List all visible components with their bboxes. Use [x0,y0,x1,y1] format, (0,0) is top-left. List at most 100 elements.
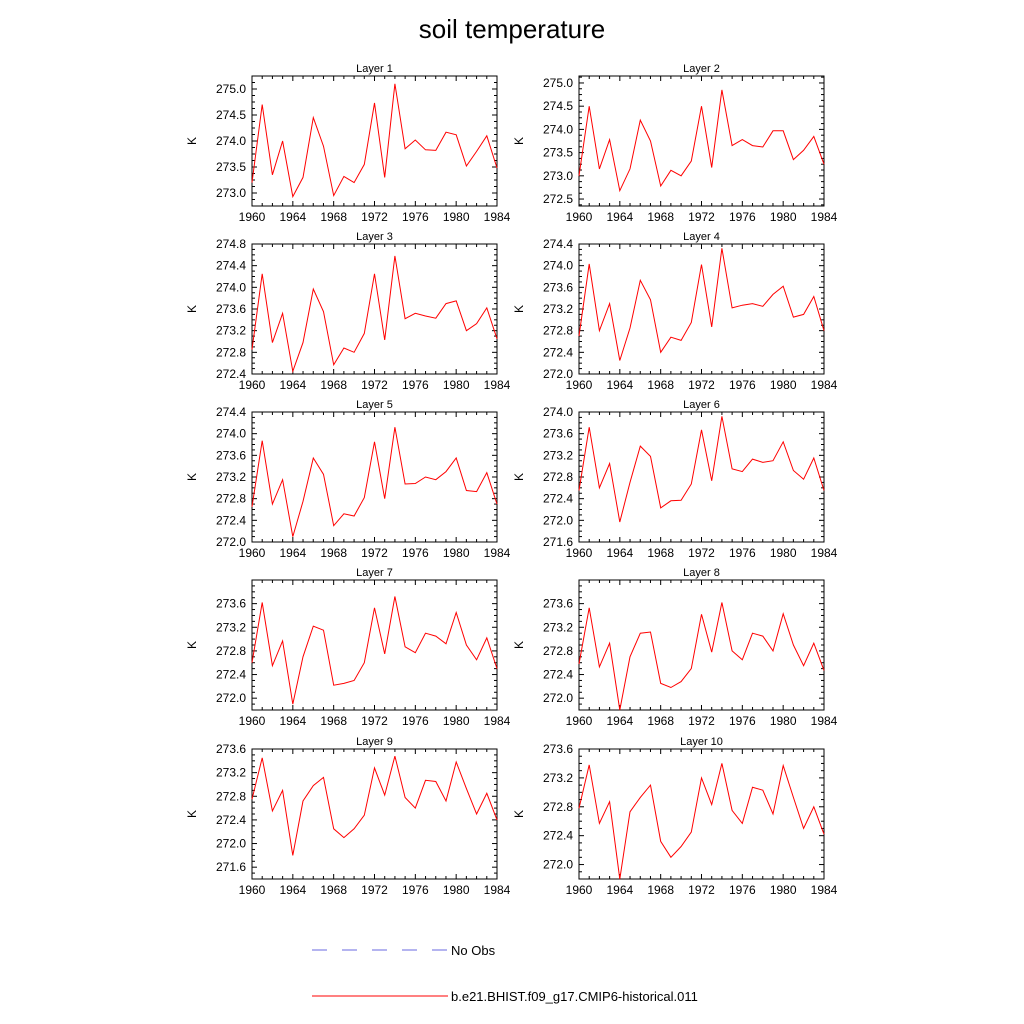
y-tick-label: 273.2 [543,302,573,316]
x-tick-label: 1964 [606,546,633,560]
y-tick-label: 273.6 [216,742,246,756]
plot-frame [251,579,498,711]
x-tick-label: 1980 [443,210,470,224]
y-tick-label: 272.8 [216,644,246,658]
x-tick-label: 1980 [770,210,797,224]
y-tick-label: 274.4 [216,259,246,273]
x-tick-label: 1964 [279,378,306,392]
series-line-layer-9 [251,755,498,856]
x-tick-label: 1984 [484,378,511,392]
y-tick-label: 274.4 [543,237,573,251]
panel-title: Layer 9 [356,736,393,748]
x-tick-label: 1960 [566,546,593,560]
y-tick-label: 273.2 [543,771,573,785]
plot-frame [578,243,825,375]
x-tick-label: 1964 [279,210,306,224]
y-tick-label: 273.5 [543,146,573,160]
panel-layer-8: Layer 8 K 1960 1964 1968 1972 1976 1980 1984 272.… [512,567,838,728]
y-tick-label: 274.8 [216,237,246,251]
y-tick-label: 271.6 [216,860,246,874]
y-tick-label: 273.6 [543,427,573,441]
y-tick-label: 274.0 [216,280,246,294]
y-axis-label: K [512,810,526,818]
y-tick-label: 274.0 [543,122,573,136]
y-tick-label: 274.0 [216,134,246,148]
panel-title: Layer 3 [356,231,393,243]
panel-title: Layer 10 [680,736,723,748]
plot-frame [251,75,498,207]
y-axis-label: K [185,473,199,481]
x-tick-label: 1980 [443,546,470,560]
x-tick-label: 1960 [566,714,593,728]
x-tick-label: 1976 [402,378,429,392]
x-tick-label: 1968 [647,378,674,392]
series-line-layer-5 [251,427,498,537]
x-tick-label: 1968 [647,714,674,728]
y-axis-label: K [512,473,526,481]
panel-layer-5: Layer 5 K 1960 1964 1968 1972 1976 1980 1984 272.… [185,399,511,560]
y-tick-label: 272.0 [216,837,246,851]
x-tick-label: 1976 [729,714,756,728]
y-tick-label: 274.4 [216,405,246,419]
plot-frame [578,748,825,880]
series-line-layer-4 [578,248,825,361]
y-tick-label: 272.4 [543,668,573,682]
x-tick-label: 1972 [361,378,388,392]
y-tick-label: 272.4 [216,813,246,827]
plot-frame [251,243,498,375]
x-tick-label: 1980 [770,714,797,728]
x-tick-label: 1968 [647,546,674,560]
y-tick-label: 272.8 [543,470,573,484]
x-tick-label: 1968 [647,210,674,224]
x-tick-label: 1972 [361,546,388,560]
y-tick-label: 272.5 [543,192,573,206]
y-tick-label: 273.2 [216,766,246,780]
legend-label-no-obs: No Obs [451,943,496,958]
x-tick-label: 1976 [729,883,756,897]
x-tick-label: 1972 [688,714,715,728]
x-tick-label: 1972 [688,210,715,224]
x-tick-label: 1976 [729,378,756,392]
y-tick-label: 271.6 [543,535,573,549]
x-tick-label: 1980 [770,378,797,392]
y-tick-label: 273.6 [216,302,246,316]
legend-item-no-obs: No Obs [312,943,496,958]
panel-title: Layer 5 [356,399,393,411]
chart-title: soil temperature [418,14,606,44]
panel-title: Layer 1 [356,63,393,75]
x-tick-label: 1976 [402,714,429,728]
x-tick-label: 1972 [361,714,388,728]
panel-layer-7: Layer 7 K 1960 1964 1968 1972 1976 1980 1984 272.… [185,567,511,728]
x-tick-label: 1980 [770,546,797,560]
y-tick-label: 272.0 [543,691,573,705]
x-tick-label: 1960 [239,546,266,560]
x-tick-label: 1960 [239,714,266,728]
y-tick-label: 272.4 [543,492,573,506]
y-tick-label: 272.0 [216,535,246,549]
y-tick-label: 274.0 [543,259,573,273]
x-tick-label: 1960 [566,210,593,224]
x-tick-label: 1984 [811,546,838,560]
y-axis-label: K [185,641,199,649]
series-line-layer-7 [251,596,498,705]
series-line-layer-1 [251,83,498,199]
y-tick-label: 272.4 [216,513,246,527]
y-tick-label: 273.6 [543,280,573,294]
x-tick-label: 1980 [443,378,470,392]
y-axis-label: K [185,305,199,313]
panel-layer-1: Layer 1 K 1960 1964 1968 1972 1976 1980 1984 273.… [185,63,511,224]
x-tick-label: 1984 [484,714,511,728]
y-tick-label: 272.4 [543,829,573,843]
x-tick-label: 1964 [606,714,633,728]
y-tick-label: 274.5 [543,99,573,113]
panel-layer-6: Layer 6 K 1960 1964 1968 1972 1976 1980 1984 271.… [512,399,838,560]
x-tick-label: 1984 [811,714,838,728]
legend-item-model-run: b.e21.BHIST.f09_g17.CMIP6-historical.011 [312,989,698,1004]
y-tick-label: 272.0 [543,858,573,872]
series-line-layer-8 [578,602,825,711]
x-tick-label: 1964 [606,883,633,897]
x-tick-label: 1960 [239,210,266,224]
y-tick-label: 273.2 [216,324,246,338]
y-tick-label: 275.0 [543,76,573,90]
